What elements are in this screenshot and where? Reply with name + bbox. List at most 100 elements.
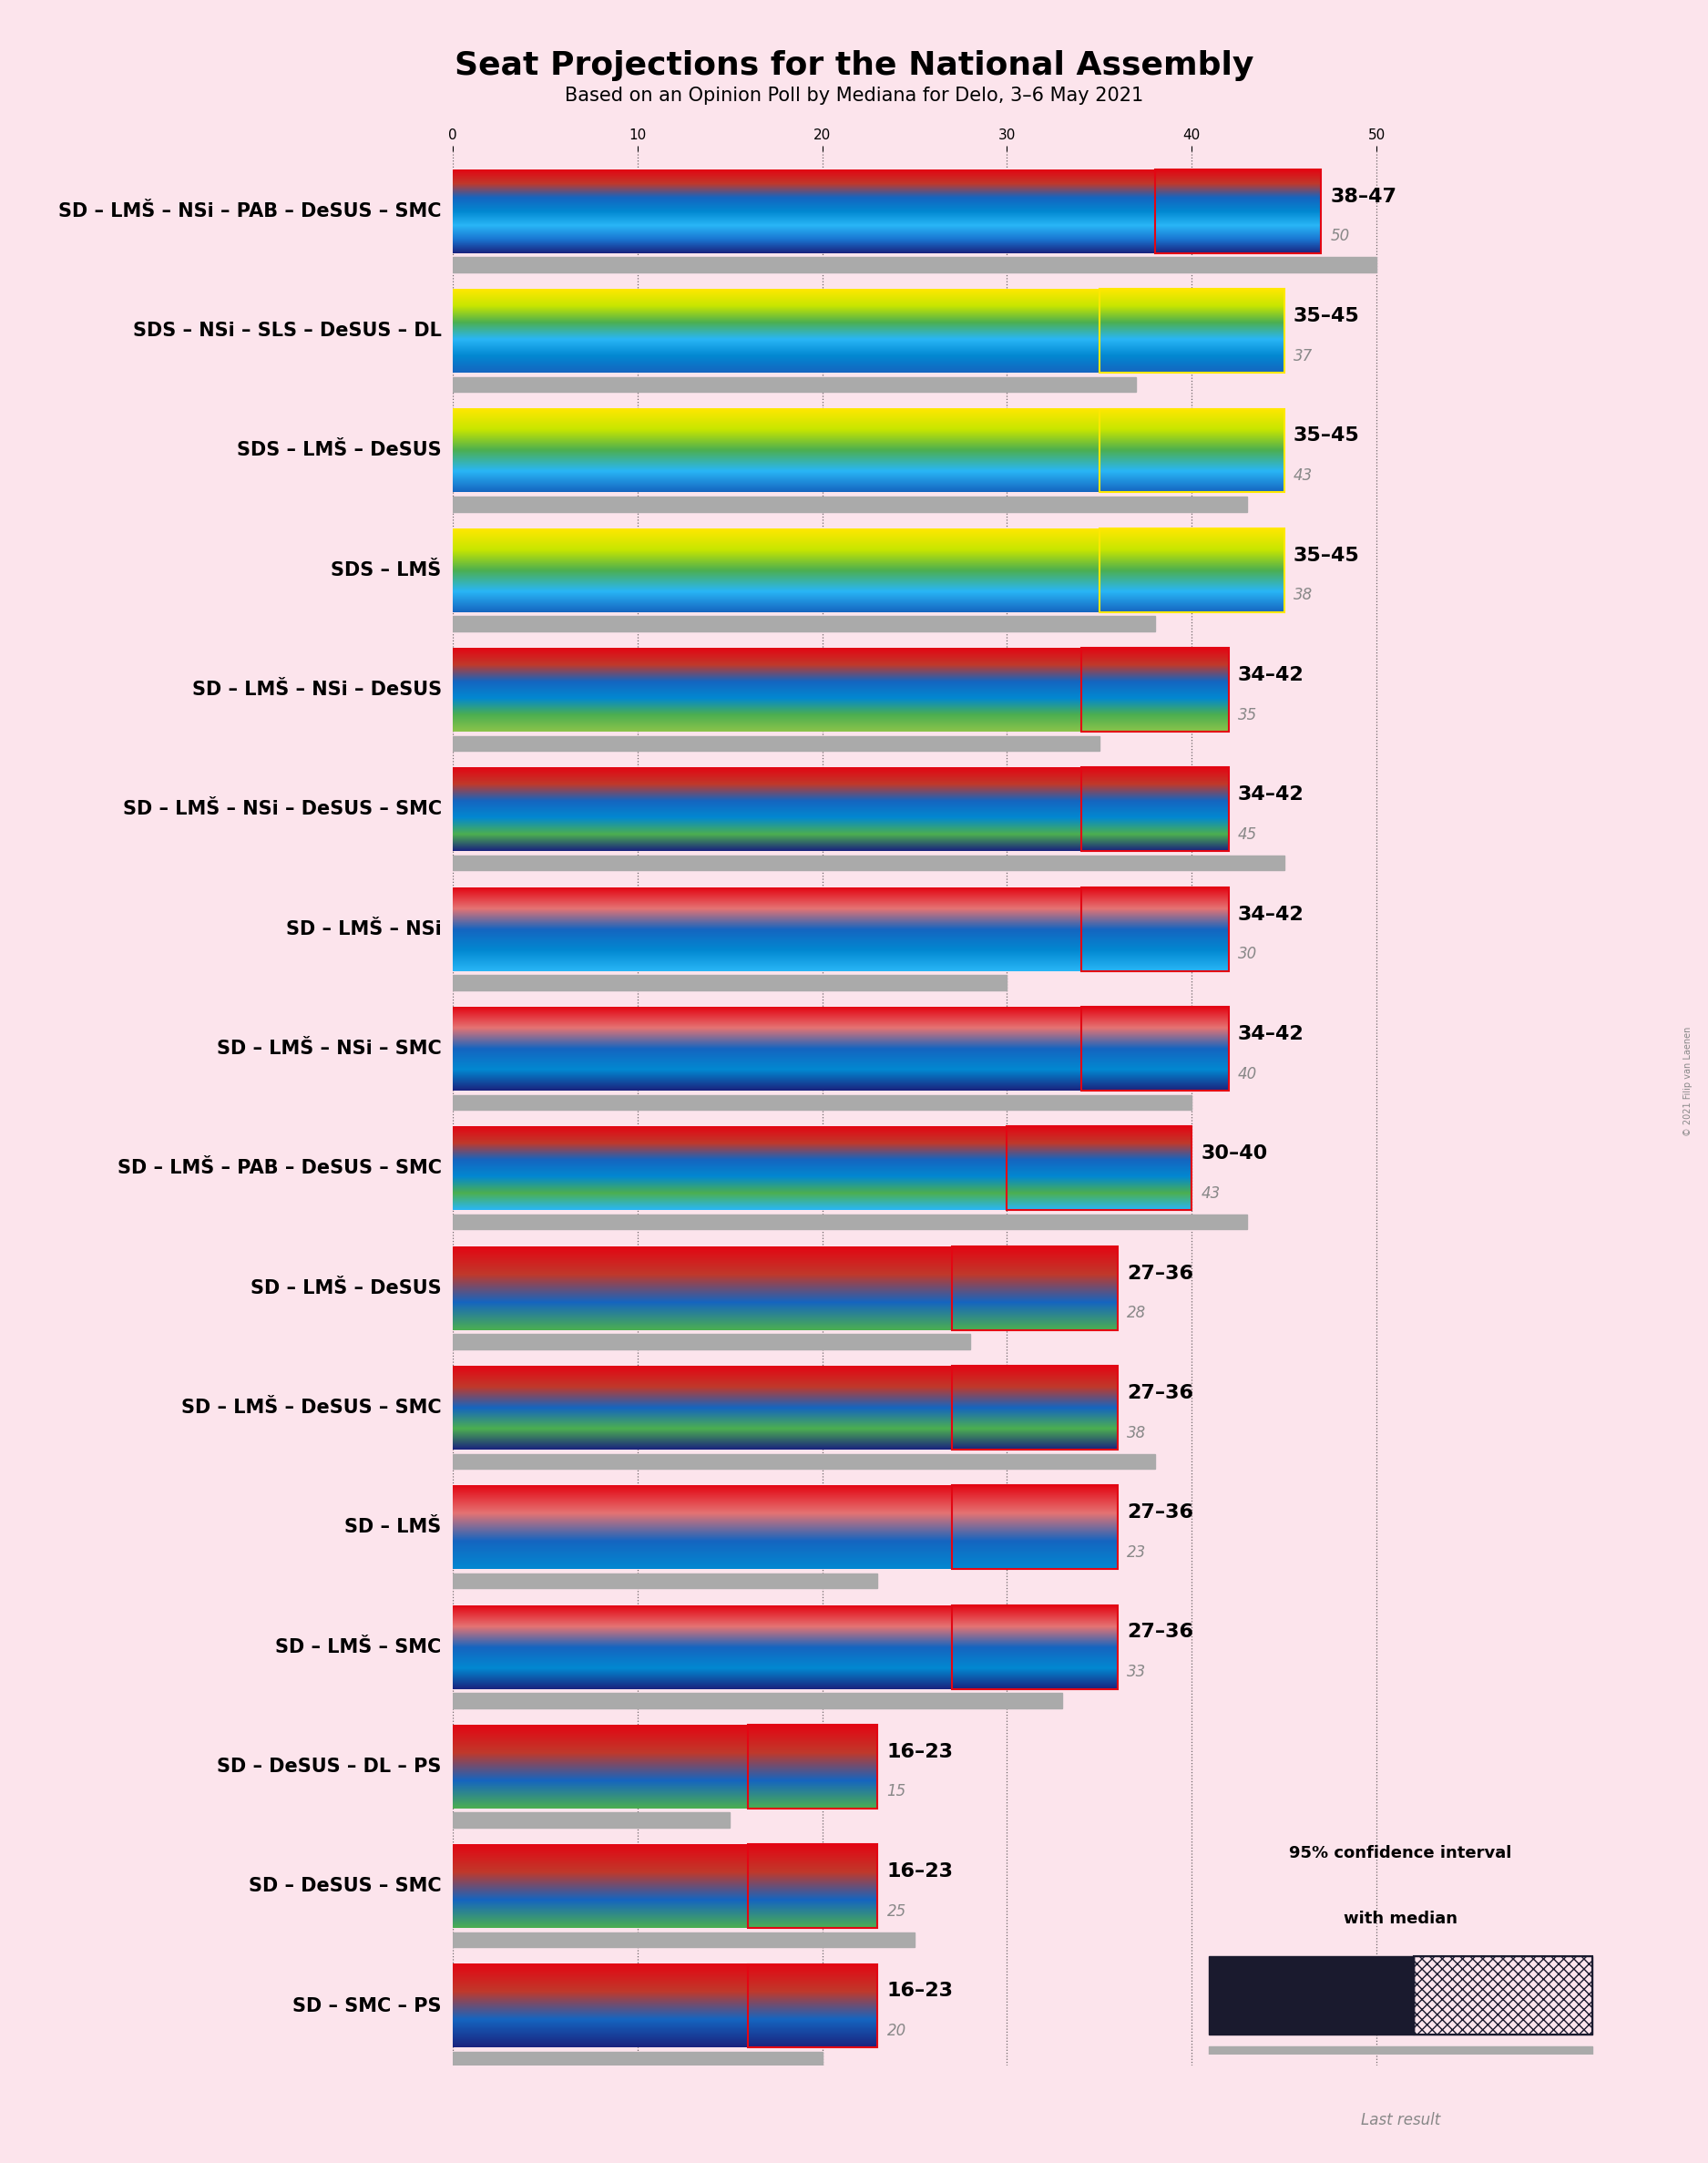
Text: 95% confidence interval: 95% confidence interval [1290, 1845, 1512, 1862]
Bar [453, 616, 1155, 632]
Text: SD – LMŠ: SD – LMŠ [345, 1518, 442, 1536]
Bar [1100, 409, 1284, 493]
Bar [1081, 887, 1228, 971]
Bar [453, 976, 1008, 991]
Bar [1155, 169, 1320, 253]
Text: 15: 15 [886, 1784, 907, 1800]
Text: 27–36: 27–36 [1127, 1384, 1194, 1402]
Text: SD – LMŠ – NSi: SD – LMŠ – NSi [285, 919, 442, 939]
Text: Last result: Last result [1361, 2113, 1440, 2128]
Text: 43: 43 [1201, 1185, 1220, 1203]
Bar [453, 1335, 970, 1350]
Text: SDS – LMŠ: SDS – LMŠ [331, 560, 442, 580]
Bar [748, 1964, 878, 2048]
Bar [453, 497, 1247, 513]
Text: SD – DeSUS – DL – PS: SD – DeSUS – DL – PS [217, 1759, 442, 1776]
Text: 27–36: 27–36 [1127, 1263, 1194, 1283]
Text: 43: 43 [1293, 467, 1313, 485]
Bar [1100, 290, 1284, 372]
Bar [1081, 768, 1228, 852]
Bar [453, 1573, 878, 1588]
Text: SD – LMŠ – DeSUS: SD – LMŠ – DeSUS [251, 1278, 442, 1298]
Bar [748, 1724, 878, 1808]
Text: 35–45: 35–45 [1293, 426, 1360, 446]
Text: 38: 38 [1127, 1425, 1146, 1441]
Text: 37: 37 [1293, 348, 1313, 363]
Text: 23: 23 [1127, 1544, 1146, 1562]
Bar [453, 1694, 1062, 1709]
Bar [453, 1813, 729, 1828]
Text: 16–23: 16–23 [886, 1862, 953, 1880]
Bar [1414, 1955, 1592, 2033]
Bar [453, 257, 1377, 273]
Text: SDS – LMŠ – DeSUS: SDS – LMŠ – DeSUS [237, 441, 442, 459]
Bar [1081, 1006, 1228, 1090]
Bar [951, 1365, 1117, 1449]
Text: with median: with median [1344, 1912, 1457, 1927]
Bar [453, 2053, 822, 2068]
Bar [1155, 169, 1320, 253]
Bar [951, 1605, 1117, 1689]
Bar [1100, 528, 1284, 612]
Bar [951, 1365, 1117, 1449]
Bar [1081, 887, 1228, 971]
Text: SD – LMŠ – PAB – DeSUS – SMC: SD – LMŠ – PAB – DeSUS – SMC [118, 1159, 442, 1177]
Text: 16–23: 16–23 [886, 1981, 953, 2001]
Bar [951, 1605, 1117, 1689]
Bar [1081, 649, 1228, 731]
Bar [1100, 290, 1284, 372]
Bar [1081, 649, 1228, 731]
Text: © 2021 Filip van Laenen: © 2021 Filip van Laenen [1682, 1027, 1693, 1136]
Text: SD – LMŠ – NSi – SMC: SD – LMŠ – NSi – SMC [217, 1040, 442, 1058]
Text: 16–23: 16–23 [886, 1743, 953, 1761]
Text: 35–45: 35–45 [1293, 307, 1360, 324]
Text: SD – LMŠ – NSi – DeSUS: SD – LMŠ – NSi – DeSUS [191, 681, 442, 699]
Bar [951, 1486, 1117, 1568]
Text: 27–36: 27–36 [1127, 1503, 1194, 1523]
Bar [453, 1094, 1192, 1110]
Text: Based on an Opinion Poll by Mediana for Delo, 3–6 May 2021: Based on an Opinion Poll by Mediana for … [565, 87, 1143, 104]
Bar [1081, 768, 1228, 852]
Bar [1100, 409, 1284, 493]
Text: Seat Projections for the National Assembly: Seat Projections for the National Assemb… [454, 50, 1254, 80]
Bar [1008, 1127, 1192, 1211]
Bar [951, 1486, 1117, 1568]
Text: 30–40: 30–40 [1201, 1144, 1267, 1164]
Bar [1209, 2046, 1592, 2079]
Text: 45: 45 [1238, 826, 1257, 844]
Text: SD – SMC – PS: SD – SMC – PS [292, 1996, 442, 2016]
Bar [453, 1932, 914, 1947]
Text: 25: 25 [886, 1903, 907, 1919]
Bar [1008, 1127, 1192, 1211]
Bar [1081, 1006, 1228, 1090]
Text: 35: 35 [1238, 707, 1257, 722]
Bar [748, 1845, 878, 1927]
Text: SD – LMŠ – DeSUS – SMC: SD – LMŠ – DeSUS – SMC [181, 1399, 442, 1417]
Bar [453, 857, 1284, 870]
Bar [1414, 1955, 1592, 2033]
Text: SD – DeSUS – SMC: SD – DeSUS – SMC [249, 1877, 442, 1895]
Text: 38: 38 [1293, 586, 1313, 603]
Text: 50: 50 [1331, 227, 1349, 244]
Text: 33: 33 [1127, 1663, 1146, 1681]
Text: 34–42: 34–42 [1238, 906, 1305, 924]
Text: SD – LMŠ – SMC: SD – LMŠ – SMC [275, 1637, 442, 1657]
Text: 34–42: 34–42 [1238, 785, 1305, 805]
Bar [453, 1454, 1155, 1469]
Text: 38–47: 38–47 [1331, 188, 1397, 205]
Text: 30: 30 [1238, 945, 1257, 963]
Text: 20: 20 [886, 2022, 907, 2040]
Bar [951, 1246, 1117, 1330]
Bar [1100, 528, 1284, 612]
Bar [748, 1724, 878, 1808]
Text: SD – LMŠ – NSi – DeSUS – SMC: SD – LMŠ – NSi – DeSUS – SMC [123, 800, 442, 818]
Text: SD – LMŠ – NSi – PAB – DeSUS – SMC: SD – LMŠ – NSi – PAB – DeSUS – SMC [58, 201, 442, 221]
Text: 40: 40 [1238, 1066, 1257, 1082]
Bar [453, 1213, 1247, 1229]
Text: SDS – NSi – SLS – DeSUS – DL: SDS – NSi – SLS – DeSUS – DL [133, 322, 442, 340]
Text: 35–45: 35–45 [1293, 547, 1360, 565]
Text: 27–36: 27–36 [1127, 1622, 1194, 1642]
Bar [748, 1964, 878, 2048]
Text: 34–42: 34–42 [1238, 666, 1305, 684]
Bar [453, 735, 1100, 751]
